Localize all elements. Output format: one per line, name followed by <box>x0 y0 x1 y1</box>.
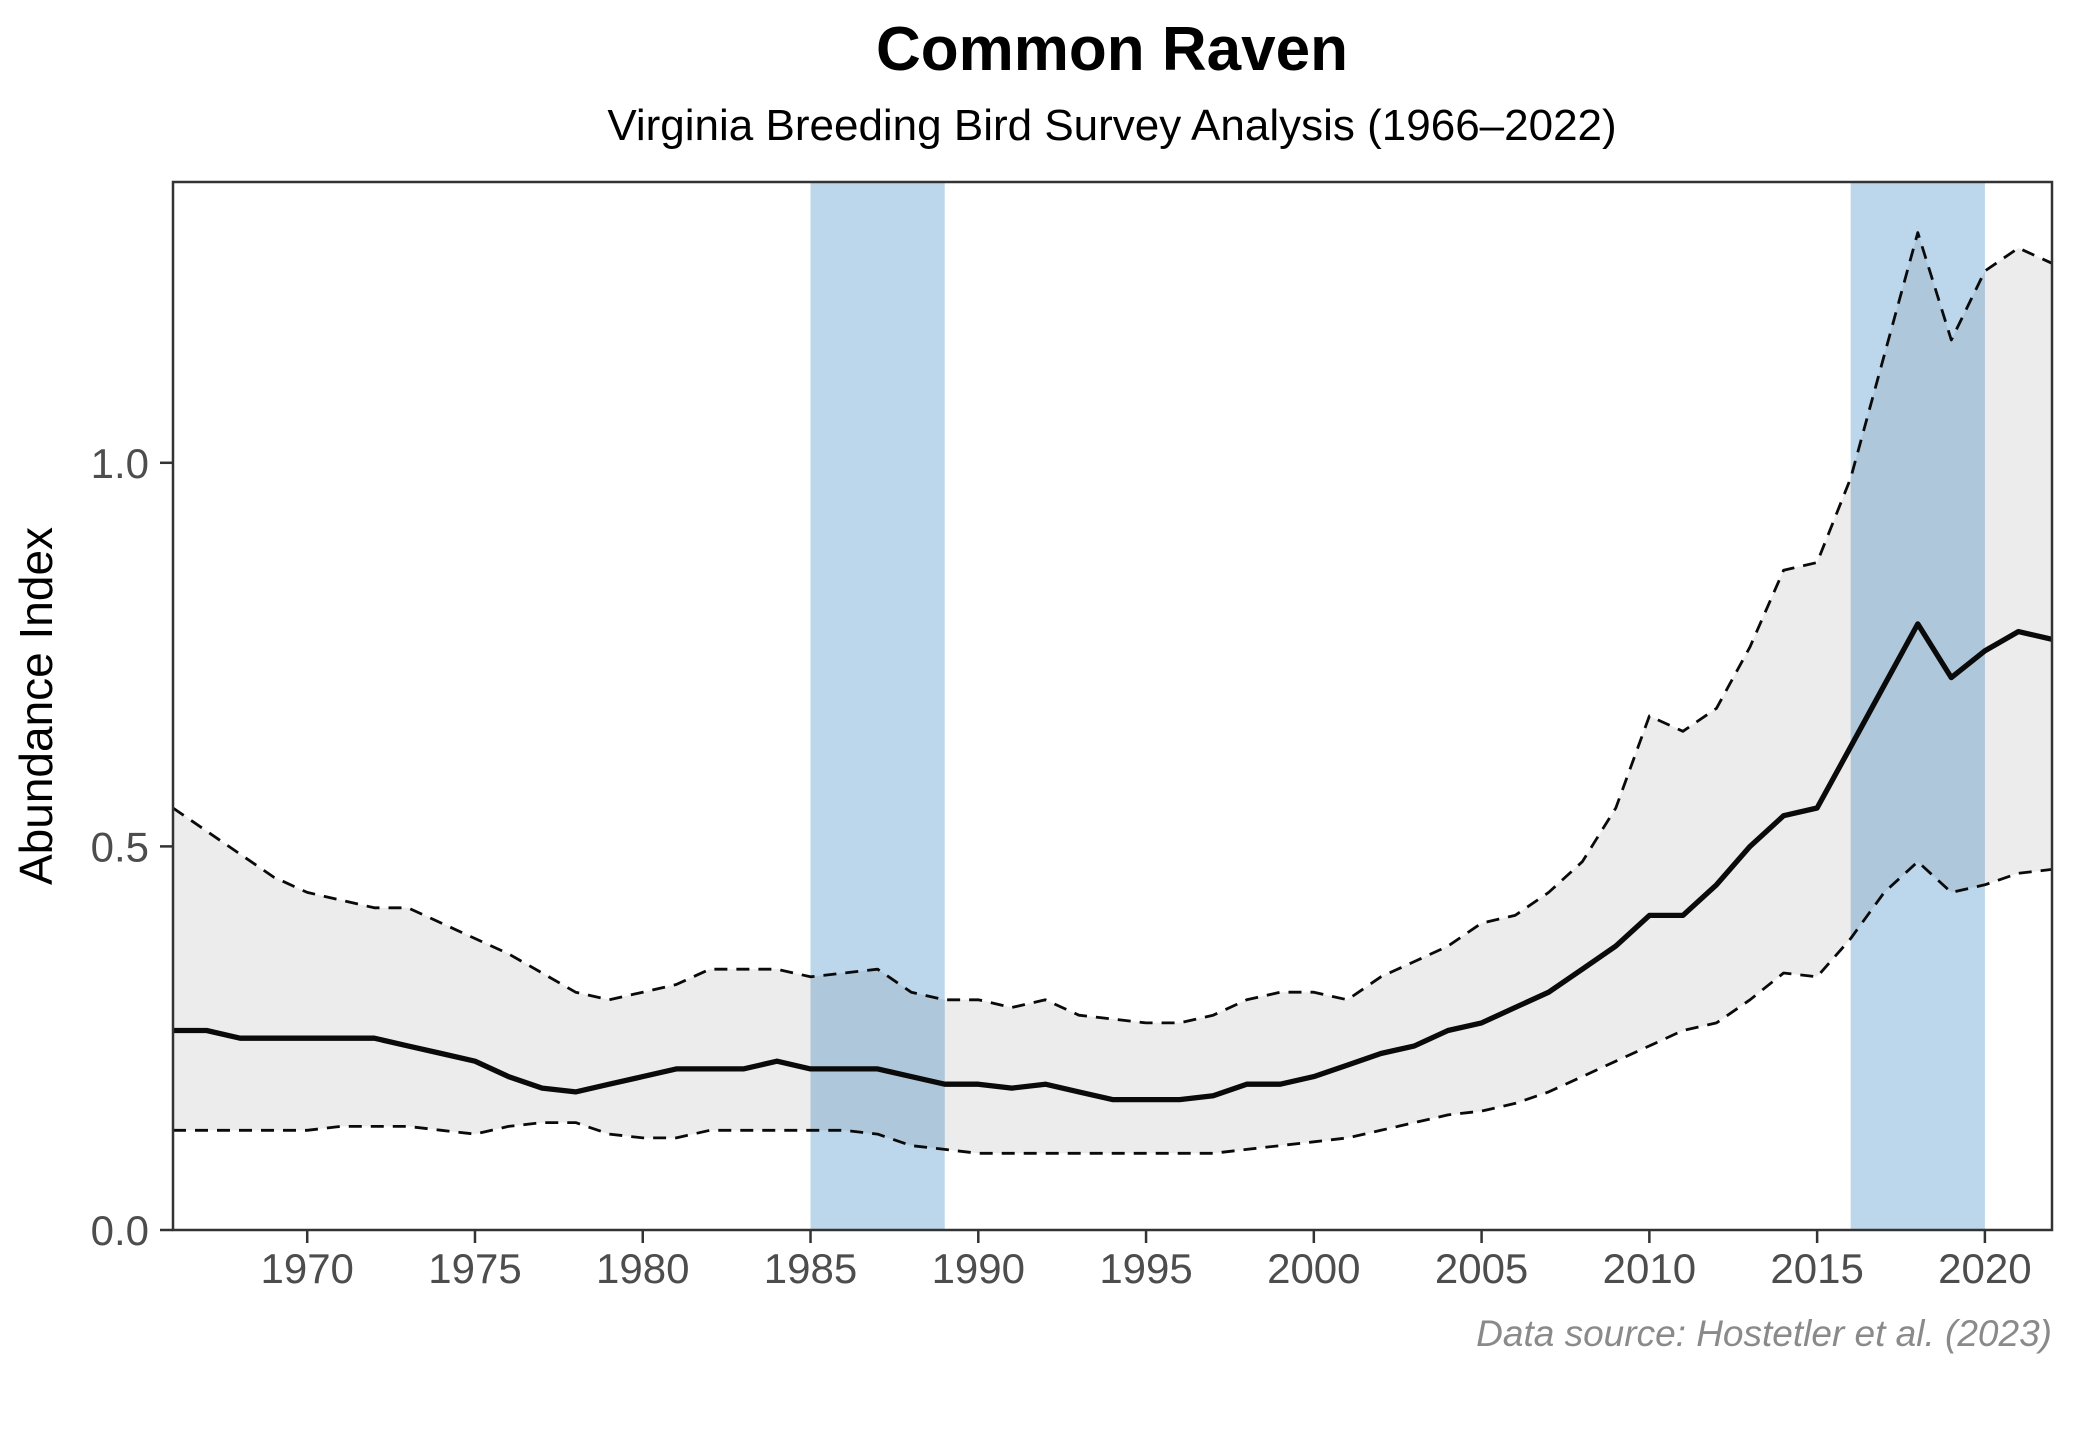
chart-subtitle: Virginia Breeding Bird Survey Analysis (… <box>607 101 1616 150</box>
x-tick-label: 2000 <box>1267 1245 1360 1292</box>
series-lines-layer <box>172 231 2053 1155</box>
y-tick-label: 0.5 <box>91 823 149 870</box>
upper-ci-line <box>172 231 2053 1025</box>
data-source-caption: Data source: Hostetler et al. (2023) <box>1476 1313 2052 1354</box>
lower-ci-line <box>173 860 2053 1155</box>
abundance-index-line <box>173 621 2053 1103</box>
panel-border-layer <box>171 180 2054 1232</box>
confidence-ribbon-layer <box>173 232 2052 1154</box>
confidence-ribbon <box>173 232 2052 1154</box>
x-tick-label: 2010 <box>1603 1245 1696 1292</box>
x-tick-label: 1990 <box>932 1245 1025 1292</box>
highlight-band <box>810 182 945 1230</box>
axis-ticks-layer: 1970 1975 1980 1985 1990 1995 2000 2005 2010 2015… <box>91 440 2032 1292</box>
x-tick-label: 1975 <box>428 1245 521 1292</box>
x-tick-label: 1970 <box>260 1245 353 1292</box>
y-axis-title: Abundance Index <box>10 527 62 885</box>
x-tick-label: 2005 <box>1435 1245 1528 1292</box>
x-tick-label: 2020 <box>1938 1245 2031 1292</box>
x-tick-label: 1985 <box>764 1245 857 1292</box>
x-tick-label: 2015 <box>1770 1245 1863 1292</box>
y-tick-label: 1.0 <box>91 440 149 487</box>
highlight-bands-layer <box>810 182 1985 1230</box>
y-tick-label: 0.0 <box>91 1207 149 1254</box>
x-tick-label: 1980 <box>596 1245 689 1292</box>
x-tick-label: 1995 <box>1099 1245 1192 1292</box>
chart-title: Common Raven <box>876 15 1348 84</box>
panel-border <box>171 180 2054 1232</box>
